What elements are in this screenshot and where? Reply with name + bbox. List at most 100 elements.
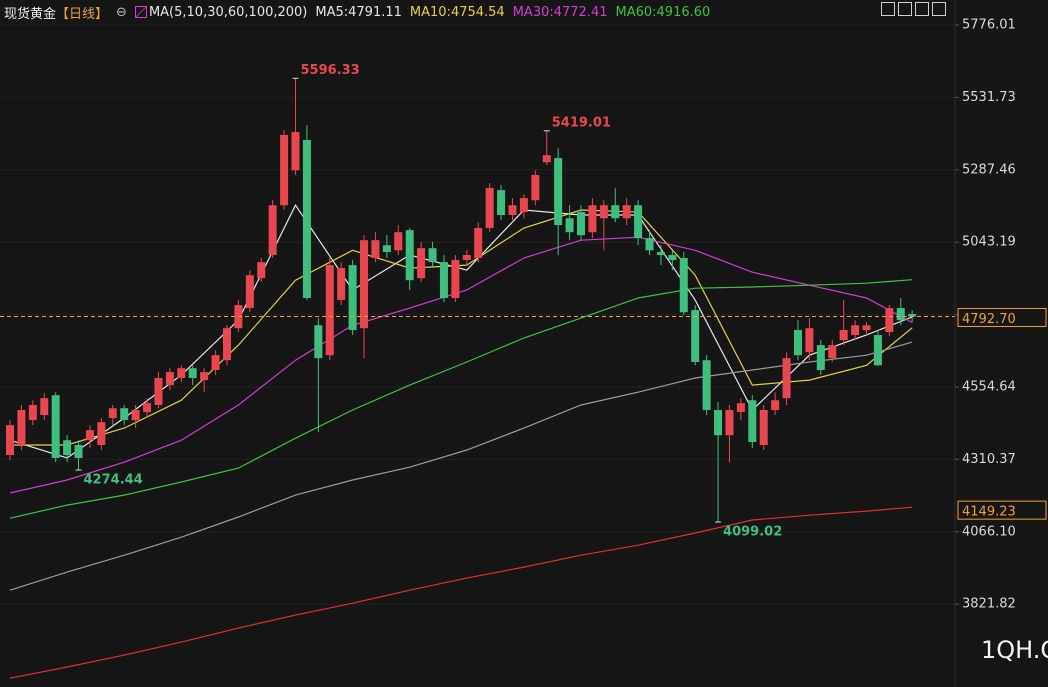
candle-body <box>40 398 49 416</box>
settings-icon[interactable]: ⊖ <box>116 4 127 20</box>
period[interactable]: 【日线】 <box>56 6 109 22</box>
candle-body <box>782 358 791 399</box>
y-tick-label: 5531.73 <box>962 90 1016 105</box>
legend-entry: MA30:4772.41 <box>512 4 608 20</box>
candle-body <box>154 378 163 405</box>
candle-body <box>736 403 745 413</box>
candle-body <box>451 260 460 298</box>
indicator: MA(5,10,30,60,100,200) <box>148 4 308 20</box>
extreme-label: 5596.33 <box>301 63 360 78</box>
price-box <box>957 500 1047 520</box>
candle-body <box>28 404 37 421</box>
ma-line <box>9 236 913 494</box>
legend-entry: MA60:4916.60 <box>615 4 711 20</box>
legend-entry: MA5:4791.11 <box>315 4 402 20</box>
candle-body <box>360 240 369 329</box>
price-box <box>957 307 1047 327</box>
candle-body <box>371 240 380 258</box>
candle-body <box>348 265 357 330</box>
tool-button[interactable] <box>932 2 946 16</box>
candle-body <box>439 262 448 298</box>
candle-body <box>497 190 506 216</box>
y-tick-label: 5043.19 <box>962 235 1016 250</box>
y-tick-label: 3821.82 <box>962 597 1016 612</box>
candle-body <box>325 265 334 356</box>
tool-button[interactable] <box>915 2 929 16</box>
ma-line <box>9 506 913 679</box>
candle-body <box>280 134 289 206</box>
candle-body <box>314 325 323 359</box>
extreme-label: 5419.01 <box>552 115 611 130</box>
candle-body <box>85 430 94 441</box>
title: 现货黄金 <box>4 6 57 22</box>
candle-body <box>873 335 882 366</box>
candle-body <box>485 188 494 229</box>
ma-line <box>9 279 913 519</box>
candle-body <box>74 444 83 459</box>
candle-body <box>120 408 129 421</box>
tool-button[interactable] <box>898 2 912 16</box>
candle-body <box>885 308 894 333</box>
ma-line <box>9 341 913 591</box>
candle-body <box>851 325 860 336</box>
candle-body <box>668 255 677 261</box>
candle-body <box>645 238 654 251</box>
candle-body <box>143 403 152 413</box>
y-tick-label: 5776.01 <box>962 18 1016 33</box>
candle-body <box>63 440 72 456</box>
candle-body <box>577 212 585 236</box>
watermark: 1QH.CN <box>981 636 1048 664</box>
ma-line <box>10 209 913 446</box>
candle-body <box>611 205 620 219</box>
candle-body <box>177 368 186 379</box>
tool-button[interactable] <box>881 2 895 16</box>
price-label: 4792.70 <box>962 312 1016 327</box>
candle-body <box>291 132 300 171</box>
y-tick-label: 4310.37 <box>962 452 1016 467</box>
candle-body <box>771 400 780 411</box>
y-tick-label: 5287.46 <box>962 162 1016 177</box>
candle-body <box>222 328 231 361</box>
candle-body <box>816 345 825 371</box>
legend-entry: MA10:4754.54 <box>409 4 505 20</box>
candle-body <box>828 345 837 359</box>
candle-body <box>474 228 483 258</box>
candle-body <box>302 140 311 298</box>
candle-body <box>839 329 848 341</box>
candle-body <box>245 275 254 309</box>
candle-body <box>702 360 711 411</box>
candle-body <box>599 205 608 219</box>
header: 现货黄金 【日线】 ⊖ MA(5,10,30,60,100,200) MA5:4… <box>4 3 711 22</box>
candle-body <box>394 232 403 251</box>
candle-body <box>382 245 391 253</box>
candle-body <box>188 368 197 379</box>
candle-body <box>908 313 917 317</box>
candle-body <box>337 268 346 301</box>
extreme-label: 4274.44 <box>84 473 143 488</box>
candle-body <box>805 328 814 353</box>
candle-body <box>51 395 60 459</box>
candle-body <box>542 155 551 163</box>
candle-body <box>896 308 905 321</box>
candle-body <box>268 205 277 256</box>
candle-body <box>200 372 209 381</box>
candle-body <box>165 372 174 386</box>
candle-body <box>862 325 871 330</box>
candle-body <box>588 205 597 233</box>
candle-body <box>211 355 220 371</box>
candle-body <box>131 410 140 421</box>
indicator-icon <box>134 6 147 18</box>
candle-body <box>97 422 106 445</box>
candle-body <box>759 410 768 445</box>
candle-body <box>531 174 540 201</box>
candle-body <box>622 205 631 219</box>
candle-body <box>405 230 414 281</box>
toolbar <box>881 2 946 16</box>
candle-body <box>714 410 723 436</box>
candle-body <box>257 262 266 279</box>
candle-body <box>656 252 665 256</box>
candle-body <box>793 329 802 356</box>
